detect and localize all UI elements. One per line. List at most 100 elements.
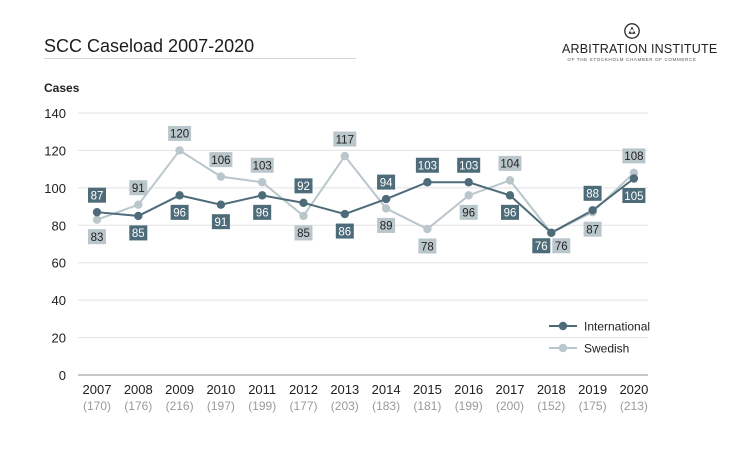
swedish-data-label: 96	[462, 208, 475, 220]
swedish-data-label: 91	[132, 183, 145, 195]
international-data-label: 86	[338, 226, 351, 238]
x-total-label: (170)	[83, 399, 111, 413]
swedish-data-label-box	[418, 238, 437, 254]
international-data-label-box	[377, 174, 396, 190]
international-data-point	[175, 191, 184, 200]
international-data-label: 96	[504, 208, 517, 220]
international-data-label-group: 103	[457, 157, 481, 173]
x-tick-label: 2010	[206, 382, 235, 397]
swedish-series-line	[96, 149, 635, 235]
swedish-data-label: 78	[421, 241, 434, 253]
international-data-label: 103	[418, 161, 437, 173]
x-tick-label: 2017	[496, 382, 525, 397]
swedish-data-point	[216, 172, 226, 181]
international-data-point	[216, 200, 226, 209]
brand-name: ARBITRATION INSTITUTE	[562, 42, 718, 56]
swedish-data-point	[423, 224, 432, 234]
international-data-label-box	[170, 204, 189, 220]
international-data-label-group: 96	[253, 204, 272, 220]
swedish-data-label-box	[294, 225, 313, 241]
international-data-label: 94	[380, 177, 393, 189]
international-data-label-box	[294, 178, 313, 194]
international-data-point	[505, 191, 515, 200]
swedish-data-label: 120	[170, 129, 189, 141]
swedish-data-label-group: 104	[498, 155, 522, 171]
international-series-line	[96, 177, 635, 234]
international-data-label-box	[501, 204, 519, 220]
x-total-label: (200)	[496, 399, 524, 413]
swedish-data-label-box	[333, 131, 357, 147]
x-total-label: (181)	[413, 399, 441, 413]
international-data-label-box	[335, 223, 354, 239]
swedish-data-label-group: 96	[459, 204, 478, 220]
x-total-label: (197)	[207, 399, 235, 413]
international-legend-marker	[558, 321, 568, 331]
swedish-legend-marker	[558, 343, 568, 353]
international-legend-label: International	[584, 320, 650, 334]
international-data-label-box	[88, 187, 106, 203]
y-tick-label: 0	[59, 368, 66, 383]
international-data-label-group: 87	[88, 187, 106, 203]
international-data-label-box	[253, 204, 272, 220]
swedish-data-label-box	[88, 229, 106, 245]
swedish-data-label-box	[583, 221, 602, 237]
international-data-label: 92	[297, 181, 310, 193]
y-tick-label: 40	[52, 293, 66, 308]
swedish-data-label-group: 85	[294, 225, 313, 241]
international-data-label-box	[211, 214, 230, 230]
swedish-data-label-group: 89	[377, 217, 396, 233]
swedish-data-label-box	[168, 125, 192, 141]
x-total-label: (183)	[372, 399, 400, 413]
swedish-data-label: 108	[624, 151, 643, 163]
swedish-data-point	[92, 215, 102, 224]
swedish-data-label: 83	[91, 232, 104, 244]
x-tick-label: 2018	[537, 382, 566, 397]
swedish-data-label-group: 76	[552, 238, 571, 254]
international-data-point	[423, 178, 432, 187]
x-tick-label: 2014	[372, 382, 401, 397]
international-data-label: 88	[586, 189, 599, 201]
international-data-label-box	[457, 157, 481, 173]
swedish-data-label-group: 78	[418, 238, 437, 254]
x-tick-label: 2007	[83, 382, 112, 397]
x-tick-label: 2012	[289, 382, 318, 397]
x-total-label: (199)	[455, 399, 483, 413]
y-tick-label: 100	[44, 181, 66, 196]
international-data-point	[134, 211, 143, 221]
title-divider	[44, 58, 356, 59]
international-data-label-group: 94	[377, 174, 396, 190]
international-data-point	[340, 209, 349, 219]
chamber-emblem-icon	[624, 23, 640, 39]
swedish-data-label-group: 120	[168, 125, 192, 141]
international-data-point	[464, 178, 473, 187]
x-total-label: (175)	[579, 399, 607, 413]
swedish-data-label-group: 87	[583, 221, 602, 237]
y-tick-label: 20	[52, 331, 66, 346]
swedish-data-point	[340, 151, 349, 161]
swedish-data-label-group: 117	[333, 131, 357, 147]
international-data-label-group: 105	[622, 188, 646, 203]
x-total-label: (199)	[248, 399, 276, 413]
y-tick-label: 120	[44, 143, 66, 158]
brand-subtitle: OF THE STOCKHOLM CHAMBER OF COMMERCE	[567, 57, 697, 62]
international-data-label-box	[583, 185, 602, 201]
x-tick-label: 2009	[165, 382, 194, 397]
international-data-label-box	[622, 188, 646, 203]
swedish-legend-label: Swedish	[584, 342, 629, 356]
x-total-label: (152)	[537, 399, 565, 413]
swedish-data-label-box	[552, 238, 571, 254]
international-data-point	[381, 194, 391, 204]
international-data-label: 96	[256, 208, 269, 220]
x-total-label: (213)	[620, 399, 648, 413]
international-data-label-box	[415, 157, 439, 173]
international-data-point	[588, 206, 597, 215]
swedish-data-label-box	[209, 152, 233, 168]
swedish-data-label-box	[498, 155, 522, 171]
x-tick-label: 2013	[330, 382, 359, 397]
international-data-label-group: 96	[501, 204, 519, 220]
swedish-data-label: 89	[380, 221, 393, 233]
x-total-label: (216)	[166, 399, 194, 413]
chart-title: SCC Caseload 2007-2020	[44, 36, 255, 56]
international-data-label-group: 86	[335, 223, 354, 239]
